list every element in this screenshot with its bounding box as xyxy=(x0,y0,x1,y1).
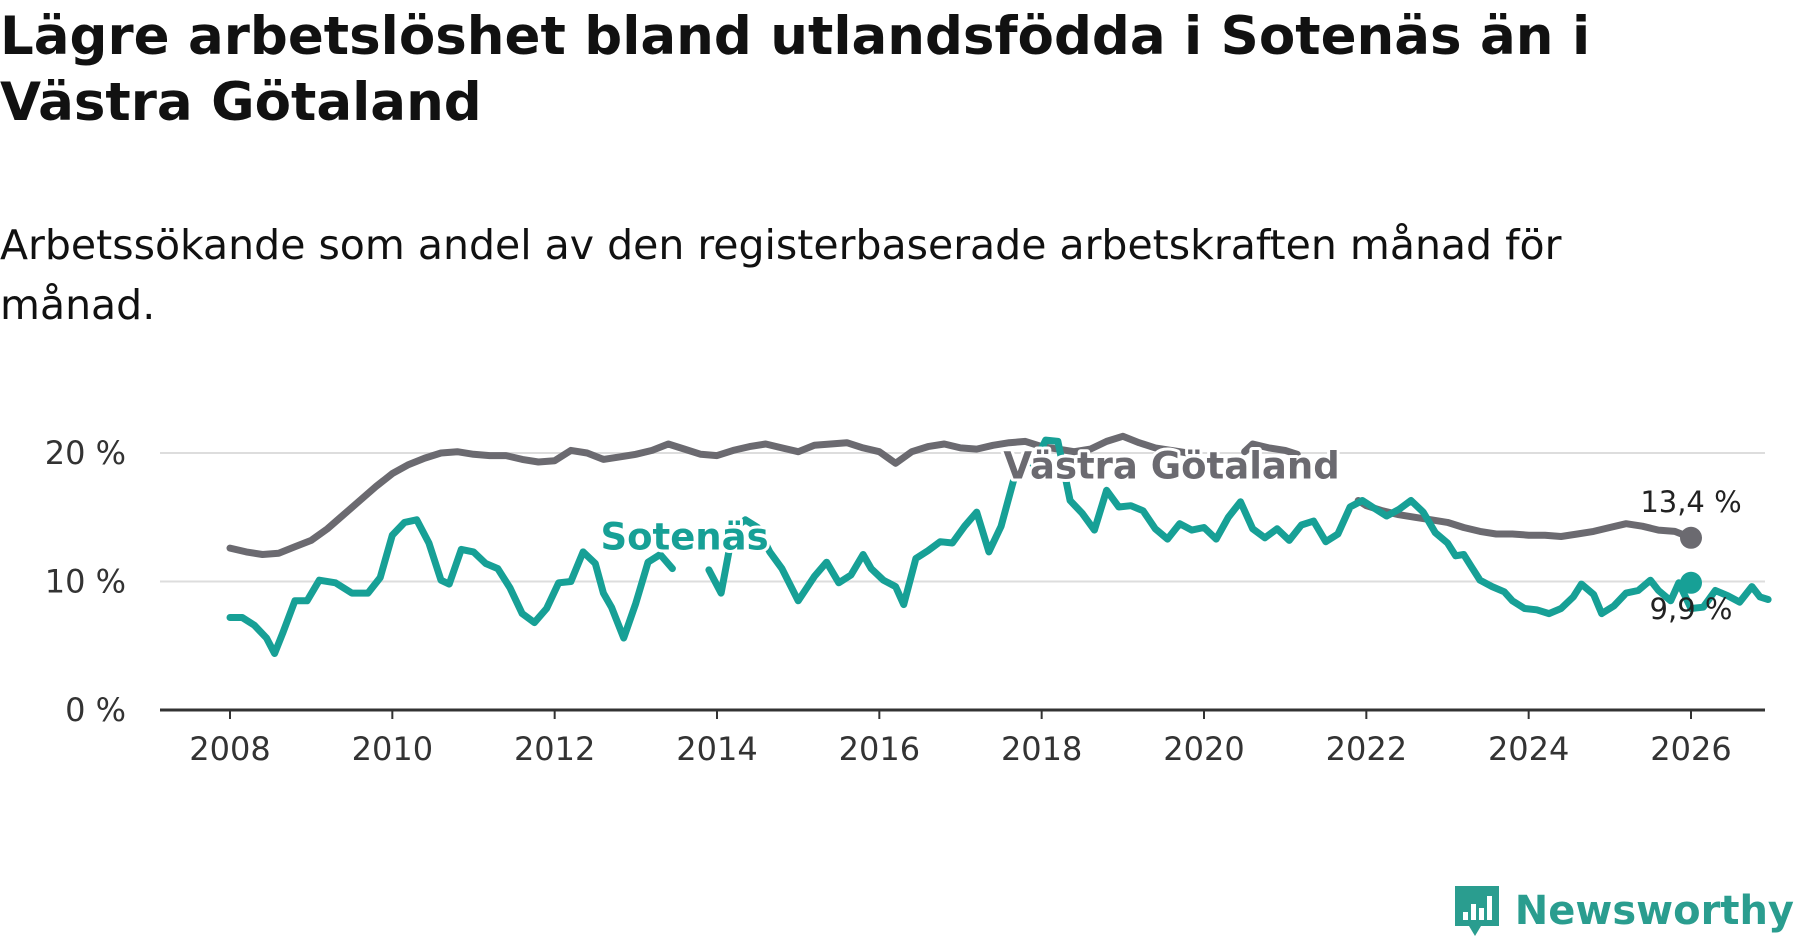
newsworthy-logo: Newsworthy xyxy=(1451,882,1794,940)
end-point-v-stra-g-taland xyxy=(1680,526,1702,549)
x-tick-label: 2022 xyxy=(1326,730,1407,768)
brand-name: Newsworthy xyxy=(1514,888,1794,934)
y-tick-label: 0 % xyxy=(65,691,126,729)
series-lines xyxy=(226,432,1772,657)
x-tick-label: 2020 xyxy=(1163,730,1244,768)
series-label-vastra-gotaland: Västra Götaland xyxy=(1003,445,1339,488)
x-tick-label: 2010 xyxy=(352,730,433,768)
end-label-soten-s: 9,9 % xyxy=(1650,592,1733,626)
x-tick-label: 2012 xyxy=(514,730,595,768)
series-line-soten-s xyxy=(705,436,1772,618)
end-point-soten-s xyxy=(1680,571,1702,594)
series-line-v-stra-g-taland xyxy=(1241,440,1301,458)
x-axis: 2008 2010 2012 2014 2016 2018 2020 2022 2024 2026 xyxy=(160,708,1765,768)
x-tick-label: 2008 xyxy=(189,730,270,768)
bar-chart-logo-icon xyxy=(1454,886,1499,936)
x-tick-label: 2016 xyxy=(839,730,920,768)
chart-subtitle: Arbetssökande som andel av den registerb… xyxy=(0,221,1562,329)
x-tick-label: 2026 xyxy=(1650,730,1731,768)
x-tick-label: 2014 xyxy=(676,730,757,768)
chart-title: Lägre arbetslöshet bland utlandsfödda i … xyxy=(0,6,1591,133)
y-tick-label: 10 % xyxy=(45,563,126,601)
x-tick-label: 2024 xyxy=(1488,730,1569,768)
grid-lines: 0 % 10 % 20 % xyxy=(45,434,1765,729)
series-line-v-stra-g-taland xyxy=(1354,497,1695,542)
x-tick-label: 2018 xyxy=(1001,730,1082,768)
chart-labels: 13,4 % 9,9 % Västra Götaland Sotenäs xyxy=(597,442,1741,626)
series-line-soten-s xyxy=(226,516,676,657)
end-label-v-stra-g-taland: 13,4 % xyxy=(1640,485,1741,519)
y-tick-label: 20 % xyxy=(45,434,126,472)
series-label-sotenas: Sotenäs xyxy=(600,515,768,558)
